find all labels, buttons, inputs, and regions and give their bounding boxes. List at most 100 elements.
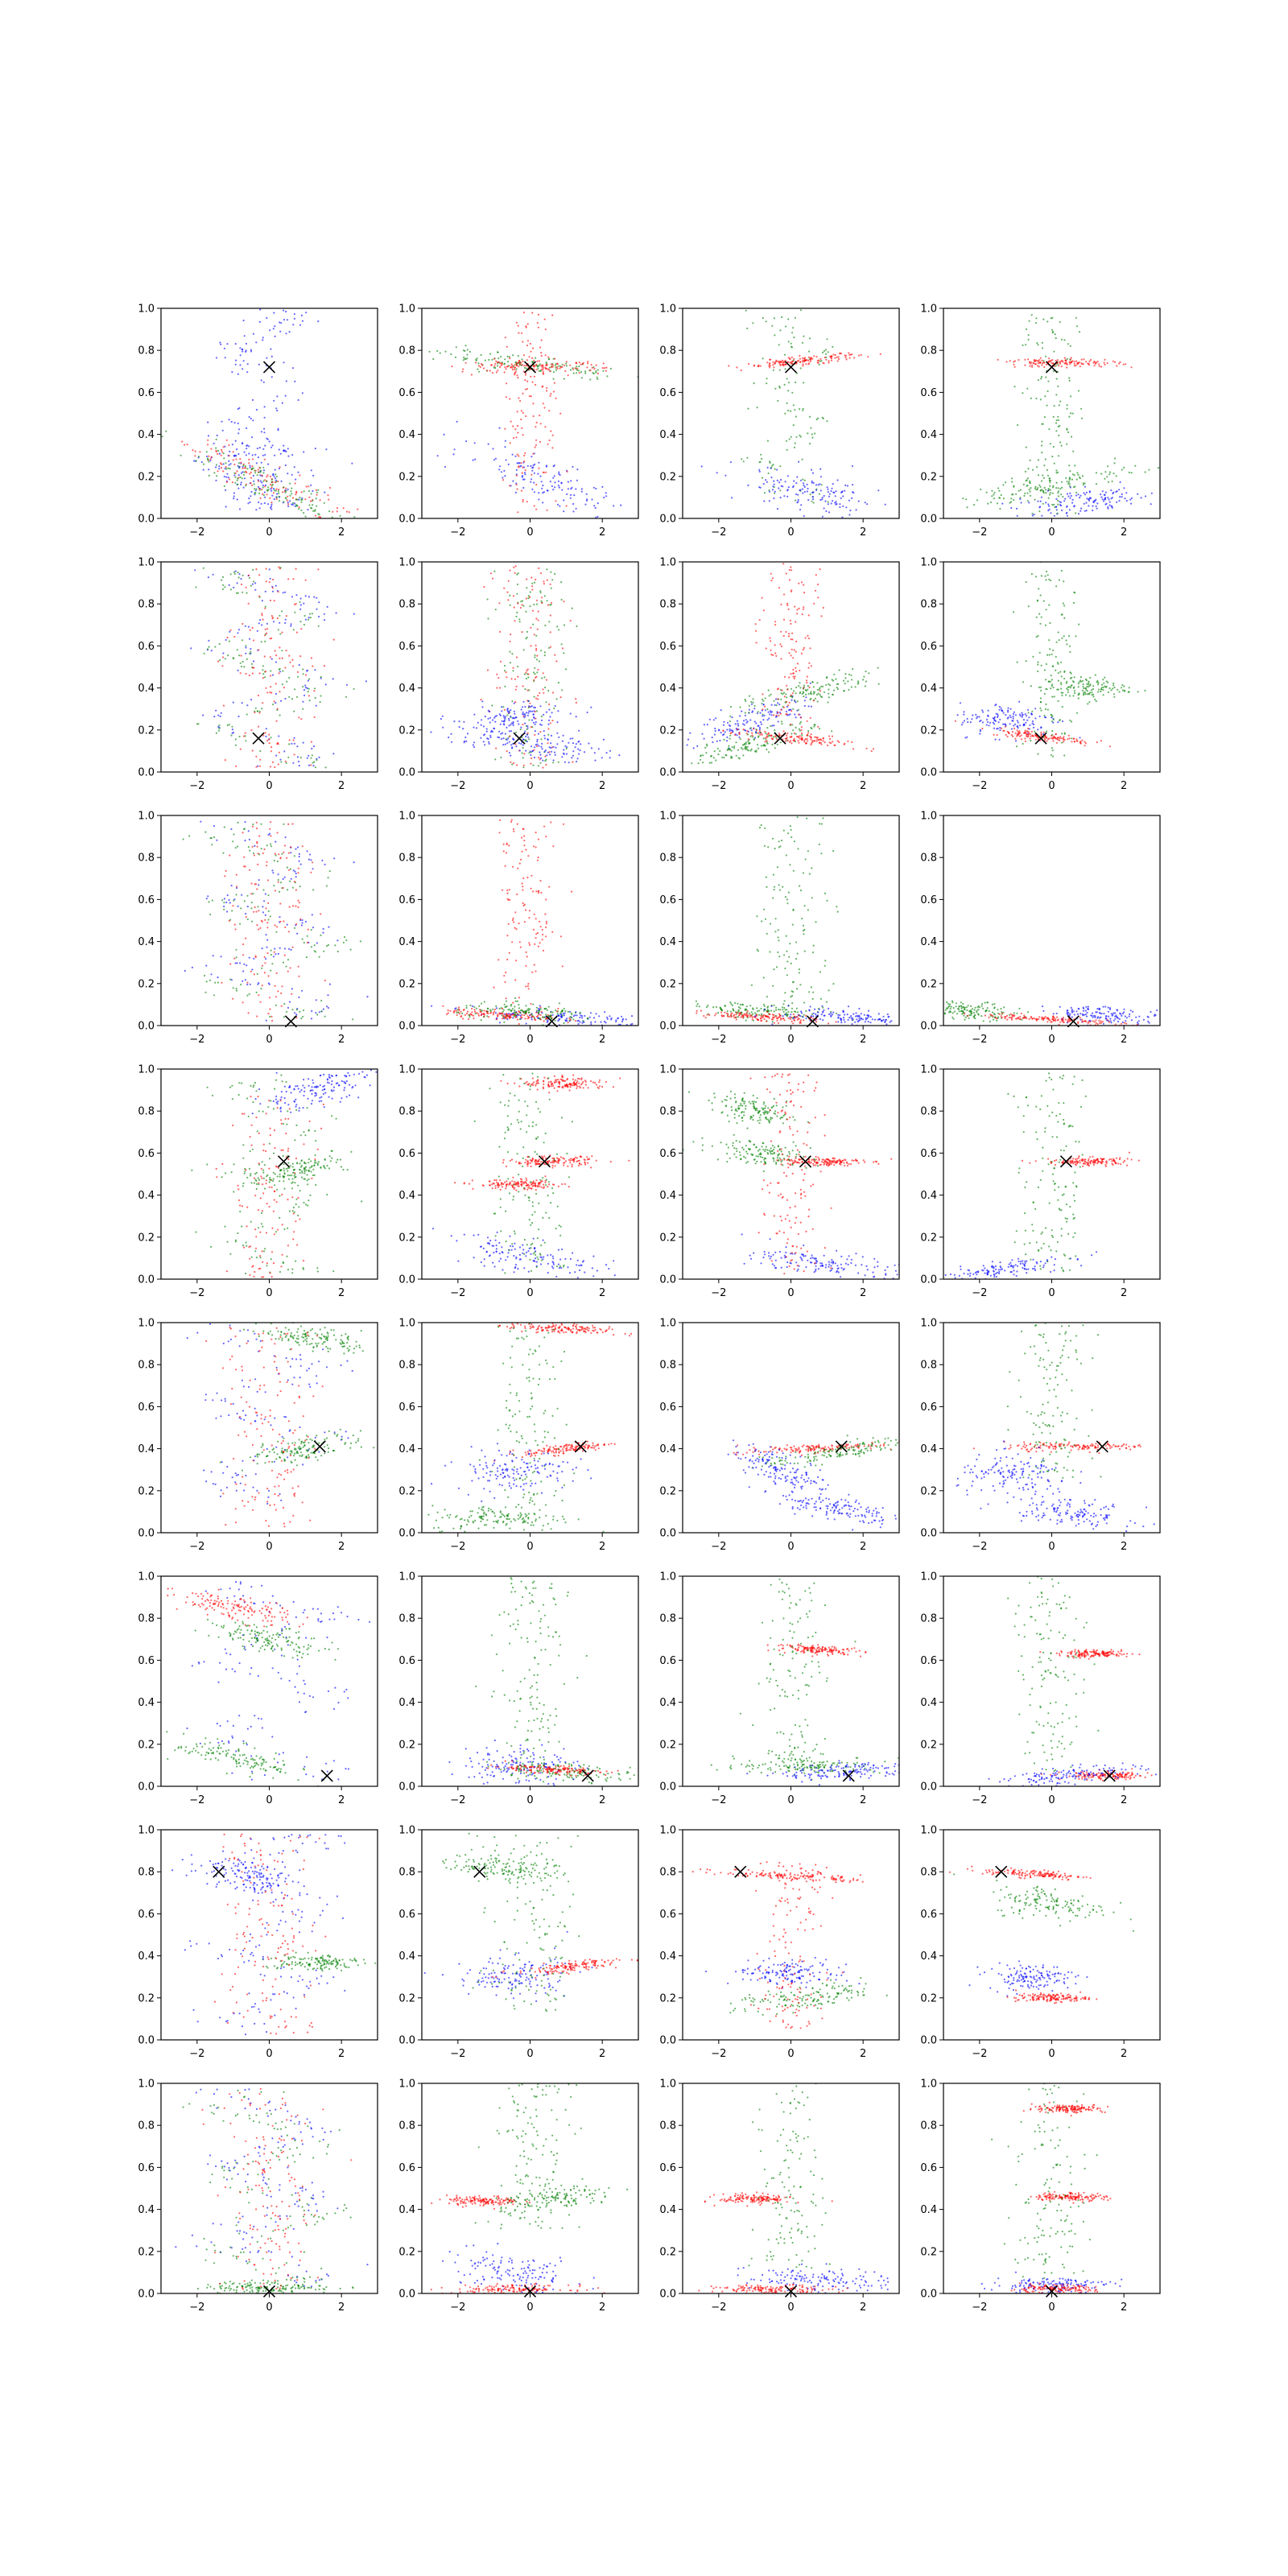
point-red: [828, 361, 830, 364]
point-blue: [1086, 497, 1088, 500]
point-green: [208, 979, 211, 981]
point-blue: [1144, 495, 1147, 497]
point-green: [815, 693, 819, 696]
point-red: [1098, 363, 1100, 365]
point-blue: [218, 452, 221, 455]
point-green: [767, 472, 770, 475]
point-blue: [1121, 496, 1123, 498]
point-green: [731, 746, 733, 749]
point-green: [1060, 675, 1063, 678]
point-red: [542, 672, 544, 675]
point-red: [225, 465, 227, 469]
point-red: [796, 663, 799, 665]
point-green: [791, 733, 793, 735]
point-red: [556, 367, 559, 369]
point-red: [782, 730, 785, 733]
point-green: [828, 696, 830, 699]
point-green: [1032, 655, 1034, 658]
point-green: [237, 572, 239, 574]
point-red: [268, 733, 270, 736]
point-red: [801, 737, 804, 740]
point-blue: [301, 922, 303, 924]
point-green: [515, 615, 518, 618]
point-green: [1062, 691, 1064, 694]
point-red: [1013, 727, 1016, 730]
point-red: [522, 764, 525, 766]
point-green: [836, 687, 838, 689]
cluster-green: [729, 667, 880, 723]
point-blue: [321, 859, 324, 861]
point-blue: [281, 402, 283, 404]
point-green: [1051, 696, 1054, 698]
point-red: [807, 637, 811, 640]
point-red: [515, 321, 518, 324]
point-red: [535, 617, 538, 620]
point-green: [246, 658, 248, 660]
point-green: [767, 735, 770, 737]
point-red: [289, 661, 291, 663]
point-green: [261, 708, 263, 710]
point-green: [1067, 689, 1069, 691]
point-blue: [234, 962, 237, 964]
point-green: [1057, 672, 1059, 675]
point-green: [991, 489, 993, 492]
point-red: [271, 1019, 274, 1022]
point-green: [1025, 446, 1027, 448]
point-red: [799, 357, 802, 360]
point-green: [277, 490, 279, 493]
point-blue: [575, 716, 577, 718]
point-green: [519, 729, 522, 731]
point-red: [228, 919, 230, 922]
point-blue: [264, 453, 266, 456]
point-red: [273, 700, 275, 703]
point-red: [266, 691, 269, 694]
point-red: [220, 466, 223, 469]
point-green: [539, 369, 542, 372]
point-green: [702, 762, 704, 764]
point-blue: [762, 715, 764, 717]
y-tick-label: 0.0: [398, 514, 415, 526]
point-blue: [787, 714, 791, 716]
point-green: [1094, 698, 1096, 701]
point-green: [571, 607, 573, 609]
point-green: [1022, 392, 1024, 394]
point-blue: [976, 717, 978, 720]
point-red: [1075, 738, 1078, 741]
point-blue: [742, 720, 745, 722]
point-green: [750, 748, 753, 751]
point-green: [799, 692, 801, 695]
point-blue: [237, 629, 240, 631]
point-blue: [534, 730, 537, 733]
point-blue: [228, 584, 230, 587]
point-blue: [542, 502, 544, 504]
point-green: [1083, 687, 1085, 690]
point-blue: [960, 724, 963, 726]
point-green: [266, 489, 269, 492]
point-red: [529, 342, 532, 345]
point-green: [1040, 664, 1042, 667]
point-red: [304, 674, 308, 676]
point-blue: [499, 714, 502, 716]
point-red: [1063, 357, 1066, 359]
point-blue: [576, 469, 579, 471]
point-blue: [508, 752, 511, 754]
point-green: [327, 877, 329, 879]
point-red: [595, 364, 597, 366]
point-red: [804, 637, 807, 639]
point-red: [816, 738, 819, 741]
point-green: [1040, 444, 1042, 447]
point-green: [820, 360, 823, 362]
point-red: [1020, 734, 1022, 737]
point-blue: [286, 319, 289, 321]
point-blue: [963, 711, 965, 713]
point-green: [1084, 693, 1087, 696]
point-green: [1025, 660, 1027, 663]
point-green: [1113, 682, 1115, 685]
point-blue: [724, 474, 727, 477]
point-green: [1107, 481, 1110, 484]
point-red: [785, 700, 788, 703]
point-blue: [503, 469, 506, 473]
point-blue: [552, 745, 555, 748]
point-red: [217, 452, 219, 456]
y-tick-label: 0.6: [920, 641, 937, 653]
